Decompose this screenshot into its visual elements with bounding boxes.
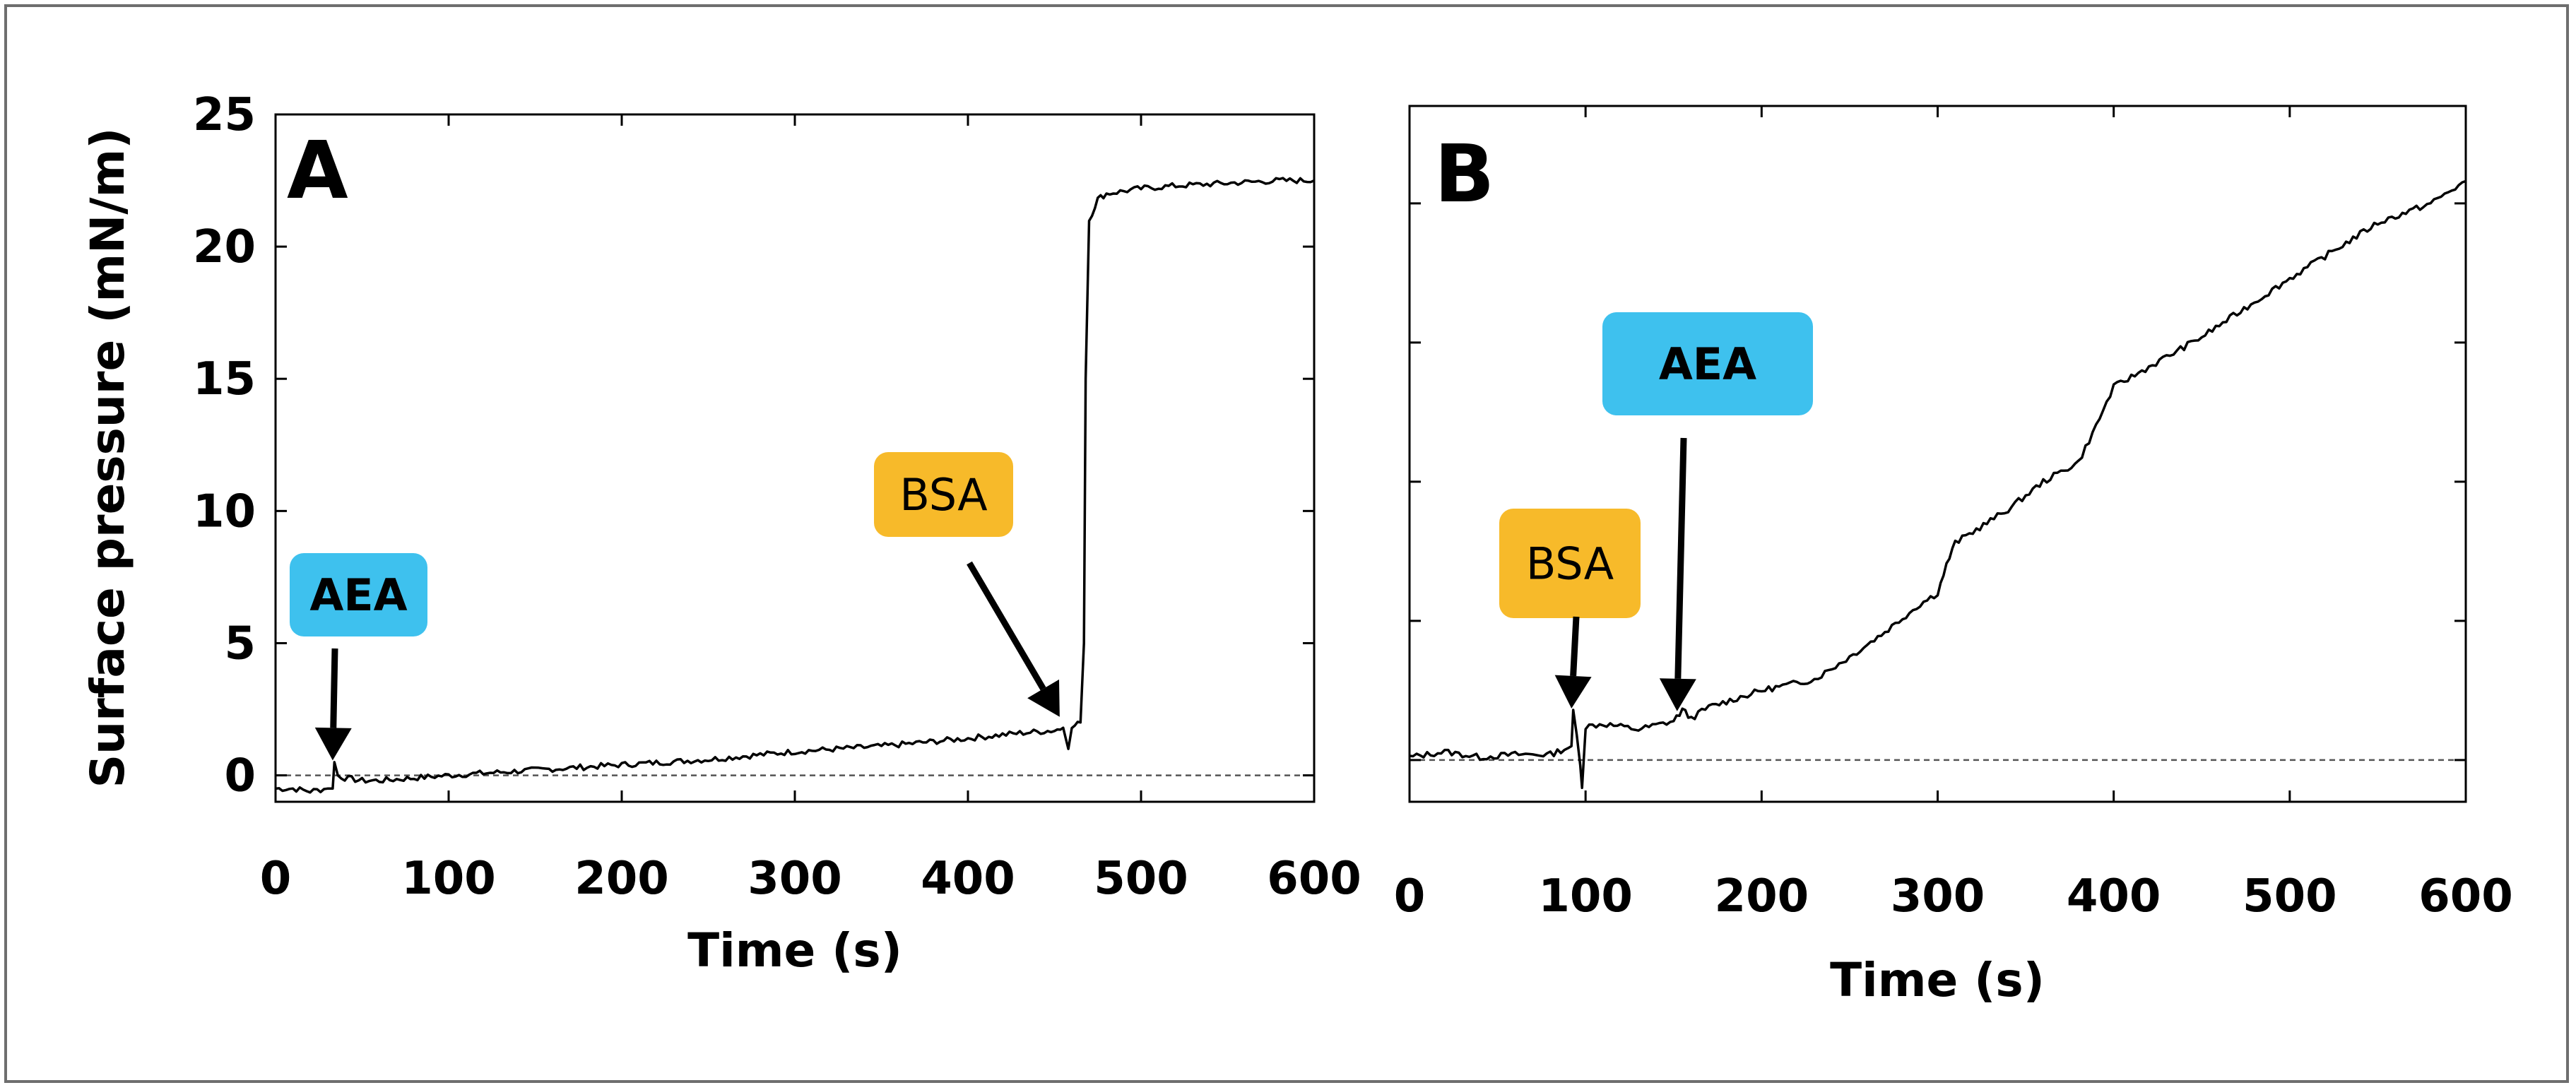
y-tick-label: 25	[193, 89, 256, 141]
callout-box-bsa	[874, 452, 1013, 537]
callout-aea: AEA	[290, 553, 427, 761]
x-tick-label: 600	[1267, 853, 1361, 905]
panel-a-pressure-trace	[275, 177, 1315, 794]
callout-label-bsa: BSA	[1526, 538, 1614, 590]
callout-bsa: BSA	[1499, 509, 1641, 709]
panel-b-pressure-trace	[1409, 179, 2466, 790]
figure-frame	[4, 4, 2569, 1083]
callout-label-bsa: BSA	[899, 469, 987, 521]
callout-label-aea: AEA	[1659, 338, 1756, 390]
x-tick-label: 500	[2243, 870, 2337, 923]
x-tick-label: 0	[260, 853, 292, 905]
arrow-shaft	[330, 648, 338, 728]
panel-a-y-axis-title: Surface pressure (mN/m)	[81, 128, 135, 788]
x-tick-label: 300	[1891, 870, 1985, 923]
callout-aea: AEA	[1602, 312, 1813, 711]
y-tick-label: 10	[193, 485, 256, 538]
arrow-shaft	[967, 561, 1046, 691]
x-tick-label: 400	[2067, 870, 2161, 923]
y-tick-label: 20	[193, 221, 256, 273]
x-tick-label: 200	[1715, 870, 1809, 923]
panel-a-label: A	[287, 125, 348, 217]
panel-b-x-axis-title: Time (s)	[1830, 953, 2045, 1007]
x-tick-label: 600	[2418, 870, 2513, 923]
x-tick-label: 500	[1094, 853, 1188, 905]
arrow-shaft	[1570, 616, 1580, 677]
arrow-head	[1554, 675, 1592, 709]
x-tick-label: 200	[574, 853, 669, 905]
y-tick-label: 5	[224, 617, 256, 670]
arrow-head	[314, 727, 352, 761]
y-tick-label: 15	[193, 353, 256, 405]
x-tick-label: 0	[1394, 870, 1426, 923]
x-tick-label: 300	[748, 853, 842, 905]
x-tick-label: 100	[401, 853, 496, 905]
x-tick-label: 100	[1538, 870, 1633, 923]
callout-bsa: BSA	[874, 452, 1060, 717]
arrow-head	[1659, 678, 1696, 711]
panel-b: 0 100 200 300 400 500 600 Time (s) B BSA AEA	[1394, 105, 2513, 1007]
arrow-shaft	[1674, 437, 1687, 679]
panel-a-plot-area	[274, 113, 1316, 803]
panel-a-x-axis-title: Time (s)	[687, 923, 902, 978]
callout-box-aea	[1602, 312, 1813, 415]
arrow-head	[1027, 679, 1060, 717]
callout-box-aea	[290, 553, 427, 636]
x-tick-label: 400	[921, 853, 1015, 905]
y-tick-label: 0	[224, 750, 256, 802]
callout-box-bsa	[1499, 509, 1641, 618]
callout-label-aea: AEA	[309, 569, 407, 621]
panel-b-label: B	[1434, 129, 1494, 220]
